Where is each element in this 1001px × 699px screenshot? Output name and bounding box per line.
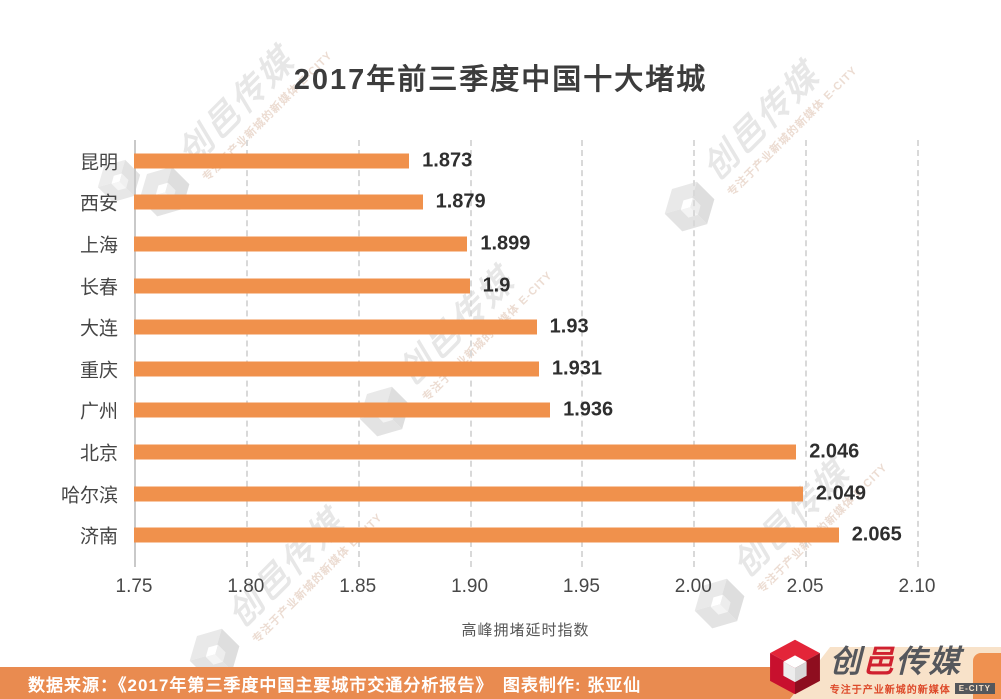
brand-logo: 创邑传媒 专注于产业新城的新媒体 E-CITY — [766, 638, 995, 696]
chart-title: 2017年前三季度中国十大堵城 — [293, 64, 708, 96]
gridline — [805, 140, 808, 567]
bar — [134, 278, 470, 294]
bar — [134, 153, 410, 169]
bar — [134, 486, 803, 502]
x-tick-label: 1.95 — [562, 576, 600, 597]
x-tick-label: 2.05 — [786, 576, 824, 597]
category-label: 北京 — [79, 443, 118, 465]
brand-tagline: 专注于产业新城的新媒体 — [829, 685, 951, 696]
gridline — [357, 140, 360, 567]
plot-area: 昆明 1.873 西安 1.879 上海 1.899 长春 1.9 大连 1.93 重庆 1.931 广… — [61, 140, 935, 639]
x-tick-label: 1.90 — [451, 576, 489, 597]
x-tick-label: 1.75 — [115, 576, 153, 597]
bar — [134, 319, 537, 335]
category-label: 广州 — [79, 401, 118, 423]
category-label: 哈尔滨 — [60, 485, 118, 507]
bar-rows: 昆明 1.873 西安 1.879 上海 1.899 长春 1.9 大连 1.93 重庆 1.931 广… — [61, 140, 917, 556]
category-label: 大连 — [79, 318, 118, 340]
value-label: 1.93 — [549, 315, 589, 338]
value-label: 1.873 — [422, 149, 473, 172]
category-label: 长春 — [79, 277, 118, 299]
brand-name-suffix: 传媒 — [895, 644, 962, 679]
brand-name-red-char: 邑 — [862, 644, 896, 679]
value-label: 2.049 — [815, 482, 866, 505]
gridline — [245, 140, 248, 567]
category-label: 济南 — [79, 526, 118, 548]
x-tick-label: 2.10 — [898, 576, 936, 597]
value-label: 2.065 — [851, 523, 902, 546]
category-label: 西安 — [79, 193, 118, 215]
gridline — [693, 140, 696, 567]
y-axis-line — [134, 140, 136, 567]
bar-row: 广州 1.936 — [80, 390, 917, 432]
brand-badge: E-CITY — [954, 683, 995, 694]
bar-row: 北京 2.046 — [80, 431, 917, 473]
value-label: 1.936 — [563, 398, 614, 421]
bar — [134, 194, 423, 210]
brand-name: 创邑传媒 — [830, 646, 962, 677]
gridline — [917, 140, 919, 567]
bar-row: 西安 1.879 — [80, 182, 917, 224]
bar — [134, 444, 797, 460]
bar-row: 长春 1.9 — [80, 265, 917, 307]
x-tick-label: 1.80 — [227, 576, 265, 597]
brand-name-prefix: 创 — [829, 644, 863, 679]
category-label: 上海 — [79, 235, 118, 257]
bar-row: 昆明 1.873 — [80, 140, 917, 182]
bar — [134, 236, 468, 252]
bar-row: 哈尔滨 2.049 — [61, 473, 917, 515]
bar — [134, 527, 839, 543]
x-tick-label: 2.00 — [674, 576, 712, 597]
category-label: 重庆 — [79, 360, 118, 382]
footer-text: 数据来源：《2017年第三季度中国主要城市交通分析报告》 图表制作: 张亚仙 — [28, 675, 642, 695]
bar-row: 大连 1.93 — [80, 306, 917, 348]
gridline — [581, 140, 584, 567]
value-label: 1.9 — [482, 274, 511, 297]
x-axis-label: 高峰拥堵延时指数 — [461, 622, 590, 639]
value-label: 1.879 — [435, 190, 486, 213]
cube-logo-icon — [769, 639, 820, 695]
value-label: 1.899 — [480, 232, 531, 255]
value-label: 2.046 — [809, 440, 860, 463]
x-tick-label: 1.85 — [339, 576, 377, 597]
bar-row: 济南 2.065 — [80, 514, 917, 556]
x-axis-ticks: 1.75 1.80 1.85 1.90 1.95 2.00 2.05 2.10 — [116, 576, 936, 598]
bar — [134, 361, 539, 377]
gridline — [469, 140, 472, 567]
bar — [134, 402, 551, 418]
value-label: 1.931 — [551, 357, 602, 380]
bar-row: 重庆 1.931 — [80, 348, 917, 390]
category-label: 昆明 — [79, 152, 118, 174]
bar-row: 上海 1.899 — [80, 223, 917, 265]
